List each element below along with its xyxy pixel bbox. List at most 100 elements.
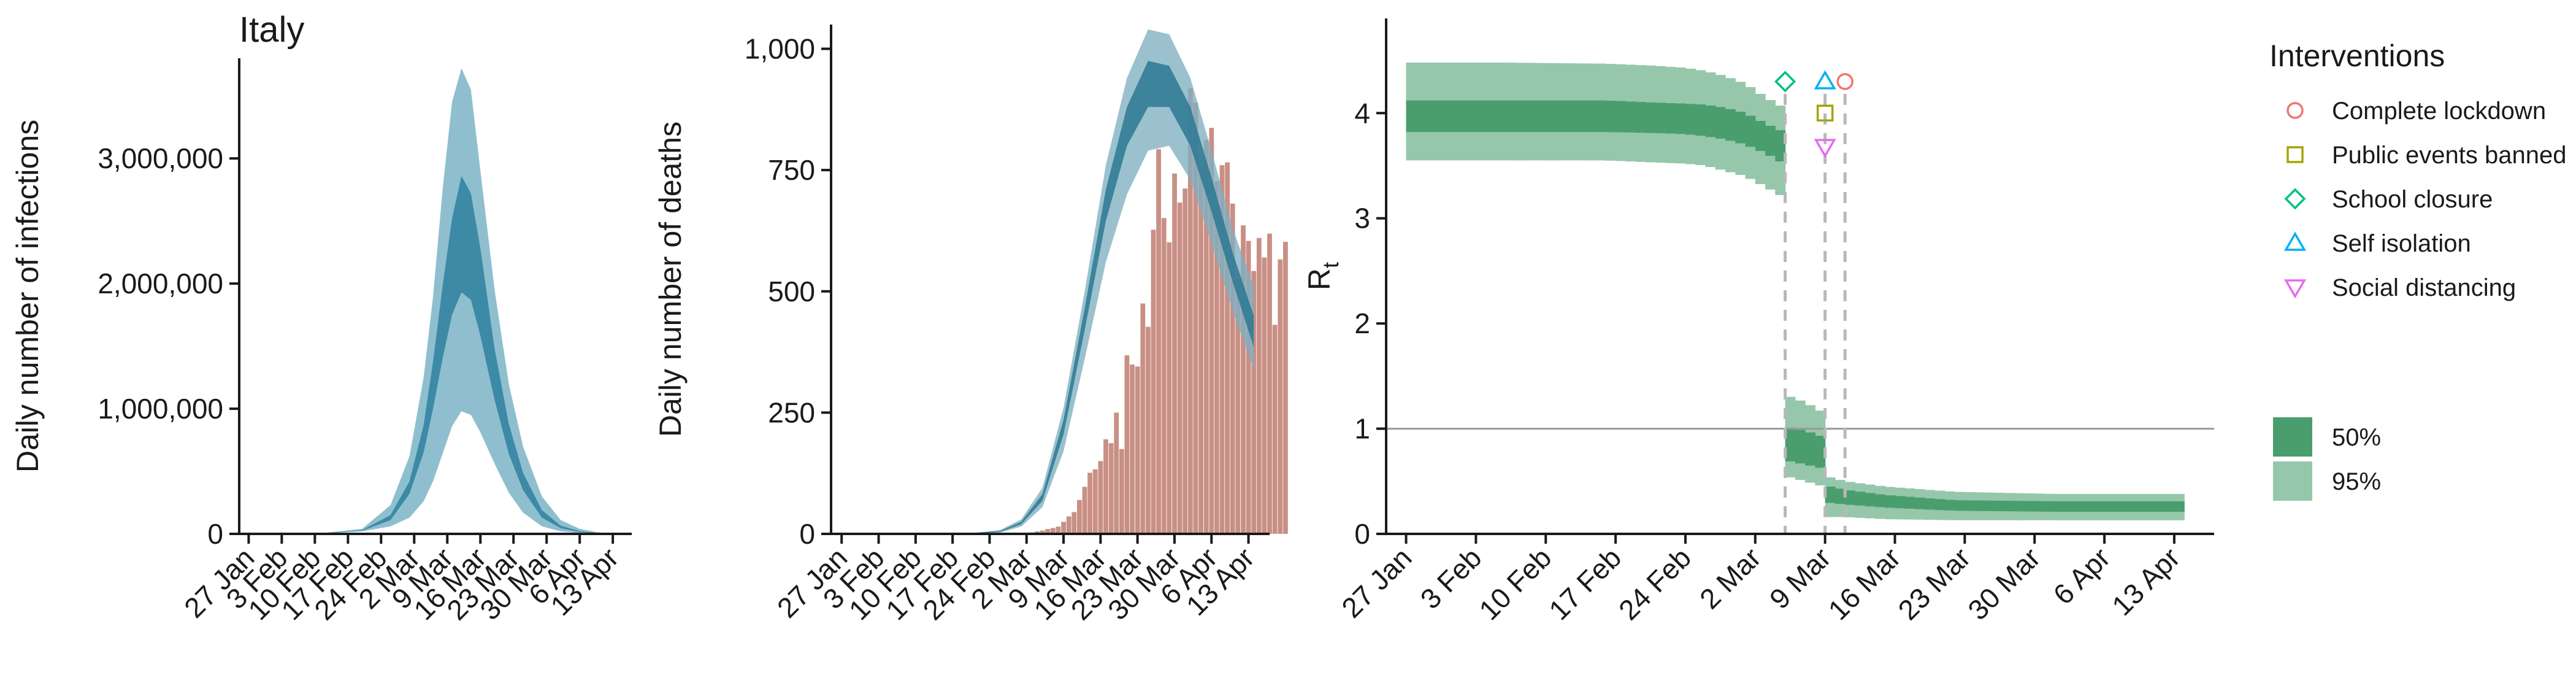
rt-50-band-step [1576,100,1586,133]
rt-50-band-step [1675,103,1686,134]
death-bar [1077,500,1082,534]
rt-50-band-step [1955,500,1965,511]
x-tick-label: 16 Mar [1822,541,1907,626]
y-axis-title: Rt [1302,262,1343,290]
rt-50-band-step [1616,101,1626,133]
death-bar [1256,237,1262,534]
death-bar [1214,181,1219,534]
rt-50-band-step [1595,100,1606,133]
rt-50-band-step [1555,100,1566,133]
death-bar [1203,140,1209,534]
x-tick-label: 10 Feb [1473,541,1557,626]
y-axis-title-main: R [1302,268,1336,290]
rt-50-band-step [1455,100,1466,133]
death-bar [1225,162,1230,534]
death-bar [1119,449,1124,534]
rt-50-band-step [1685,104,1696,135]
y-tick-label: 500 [768,276,815,307]
death-bar [1272,325,1278,534]
death-bar [1108,443,1114,534]
interval-legend-swatch [2273,461,2312,501]
rt-50-band-step [1446,100,1457,133]
death-bar [1124,355,1130,534]
rt-50-band-step [2154,501,2165,512]
rt-50-band-step [1735,112,1746,144]
y-tick-label: 4 [1354,97,1370,129]
legend-marker [2287,146,2304,163]
rt-50-band-step [1904,496,1915,509]
rt-50-band-step [1834,488,1846,504]
death-bar [1066,516,1071,534]
rt-50-band-step [2094,501,2105,512]
death-bar [1151,230,1156,534]
y-tick-label: 1 [1354,413,1370,445]
death-bar [1056,527,1061,534]
death-bar [1135,366,1140,534]
rt-50-band-step [1605,101,1616,133]
rt-50-band-step [2114,501,2125,512]
legend-label: Self isolation [2332,230,2471,257]
rt-50-band-step [1655,102,1666,134]
rt-50-band-step [1775,130,1786,161]
rt-50-band-step [1506,100,1517,133]
rt-50-band-step [1585,100,1597,133]
rt-50-band-step [1965,500,1976,511]
legend-label: Social distancing [2332,274,2516,301]
rt-50-band-step [1426,100,1436,133]
death-bar [1092,469,1098,534]
rt-50-band-step [1885,495,1896,508]
death-bar [1146,326,1151,534]
intervention-marker [1814,139,1836,158]
rt-50-band-step [2124,501,2135,512]
y-tick-label: 3,000,000 [98,142,223,174]
x-tick-label: 30 Mar [1961,541,2046,626]
legend-marker [2283,279,2307,299]
y-tick-label: 2,000,000 [98,268,223,299]
death-bar [1172,173,1177,534]
y-tick-label: 0 [799,518,815,550]
rt-50-band-step [1725,109,1736,141]
infections-95-band [248,68,618,534]
rt-50-band-step [1944,500,1955,511]
rt-50-band-step [1865,493,1876,507]
rt-50-band-step [1755,121,1766,151]
rt-50-band-step [1765,126,1776,156]
death-bar [1230,203,1235,534]
rt-50-band-step [2104,501,2115,512]
rt-50-band-step [1516,100,1527,133]
rt-50-band-step [1485,100,1497,133]
death-bar [1209,128,1214,534]
death-bar [1251,271,1257,534]
death-bar [1061,522,1066,534]
rt-50-band-step [1915,497,1925,509]
death-bar [1283,242,1288,534]
death-bar [1246,241,1251,534]
x-tick-label: 17 Feb [1543,541,1627,626]
death-bar [1114,412,1119,534]
rt-50-band-step [2144,501,2155,512]
interval-legend-label: 50% [2332,424,2381,451]
y-axis-title: Daily number of deaths [653,122,688,437]
x-tick-label: 2 Mar [1693,541,1767,615]
rt-50-band-step [2084,501,2095,512]
rt-50-band-step [1436,100,1447,133]
rt-50-band-step [1665,103,1676,134]
rt-50-band-step [1875,494,1885,507]
intervention-marker [1774,71,1796,93]
rt-50-band-step [1815,436,1826,468]
death-bar [1071,512,1077,534]
y-tick-label: 1,000,000 [98,393,223,425]
death-bar [1130,365,1135,534]
x-tick-label: 13 Apr [2106,541,2186,622]
rt-50-band-step [1895,496,1906,509]
rt-50-band-step [2014,501,2025,512]
rt-50-band-step [1416,100,1427,133]
intervention-marker [1816,104,1834,122]
rt-50-band-step [2044,501,2055,512]
intervention-marker [1814,70,1836,90]
rt-50-band-step [1536,100,1546,133]
